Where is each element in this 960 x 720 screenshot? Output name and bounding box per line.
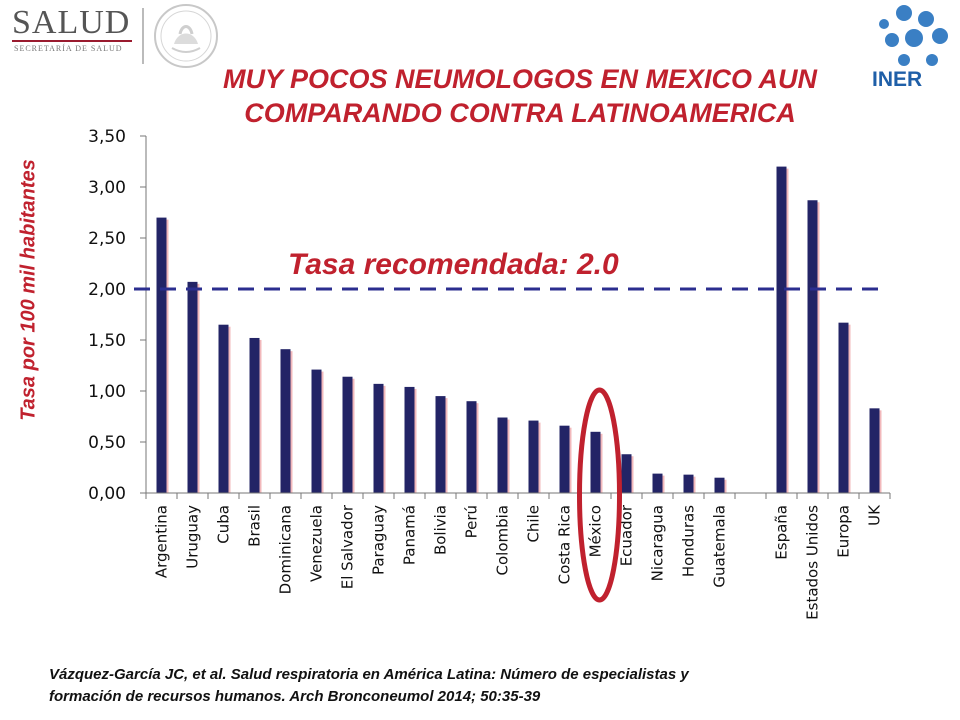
- x-tick-label: UK: [866, 504, 884, 526]
- bar: [404, 386, 415, 493]
- chart-title: MUY POCOS NEUMOLOGOS EN MEXICO AUN COMPA…: [140, 62, 900, 130]
- bar: [187, 281, 198, 493]
- bars: [156, 166, 882, 493]
- y-tick-label: 2,00: [88, 280, 126, 300]
- x-tick-label: Honduras: [680, 505, 698, 577]
- bar: [776, 166, 787, 493]
- bar: [528, 420, 539, 493]
- y-tick-label: 3,00: [88, 178, 126, 198]
- y-tick-label: 2,50: [88, 229, 126, 249]
- bar: [311, 369, 322, 493]
- bar: [683, 474, 694, 493]
- bar: [280, 349, 291, 493]
- header-divider: [142, 8, 144, 64]
- bar: [559, 425, 570, 493]
- bar: [435, 396, 446, 493]
- citation-line-1: Vázquez-García JC, et al. Salud respirat…: [49, 666, 689, 683]
- bar: [373, 383, 384, 493]
- y-tick-label: 1,50: [88, 331, 126, 351]
- bar: [466, 401, 477, 493]
- salud-logo-text: SALUD: [12, 4, 131, 41]
- citation-line-2: formación de recursos humanos. Arch Bron…: [49, 688, 541, 705]
- reference-line-label: Tasa recomendada: 2.0: [288, 248, 619, 281]
- x-tick-label: Paraguay: [370, 505, 388, 575]
- bar: [218, 324, 229, 493]
- x-tick-label: Chile: [525, 505, 543, 543]
- salud-logo: SALUD SECRETARÍA DE SALUD: [0, 0, 140, 60]
- highlight-group: [577, 387, 622, 603]
- x-tick-label: El Salvador: [339, 504, 357, 589]
- y-tick-label: 1,00: [88, 382, 126, 402]
- x-tick-label: Costa Rica: [556, 505, 574, 584]
- x-tick-label: Nicaragua: [649, 505, 667, 581]
- bar: [838, 322, 849, 493]
- bar: [249, 337, 260, 493]
- iner-logo: INER: [872, 5, 948, 90]
- y-axis-label: Tasa por 100 mil habitantes: [17, 159, 40, 421]
- chart-title-line-2: COMPARANDO CONTRA LATINOAMERICA: [244, 98, 796, 128]
- bar: [652, 473, 663, 493]
- x-tick-label: Argentina: [153, 505, 171, 578]
- x-tick-label: Bolivia: [432, 505, 450, 555]
- iner-logo-text: INER: [872, 68, 922, 90]
- bar: [590, 431, 601, 493]
- salud-logo-rule: [12, 40, 132, 42]
- axes: [145, 136, 890, 494]
- highlight-ellipse: [577, 387, 622, 603]
- x-tick-label: Ecuador: [618, 504, 636, 566]
- x-tick-label: Europa: [835, 505, 853, 558]
- x-tick-label: Guatemala: [711, 505, 729, 588]
- y-tick-label: 0,50: [88, 433, 126, 453]
- bar: [869, 408, 880, 493]
- bar: [621, 454, 632, 493]
- citation: Vázquez-García JC, et al. Salud respirat…: [49, 664, 929, 708]
- x-tick-label: Perú: [463, 505, 481, 538]
- x-tick-label: Estados Unidos: [804, 505, 822, 620]
- salud-logo-subtitle: SECRETARÍA DE SALUD: [14, 44, 123, 53]
- y-tick-label: 0,00: [88, 484, 126, 504]
- bar: [807, 200, 818, 493]
- bar: [497, 417, 508, 493]
- y-axis-ticks: 0,00 0,50 1,00 1,50 2,00 2,50 3,00 3,50: [88, 127, 146, 504]
- mexico-seal-logo: [154, 4, 218, 68]
- x-tick-label: México: [587, 505, 605, 557]
- y-tick-label: 3,50: [88, 127, 126, 147]
- bar: [714, 477, 725, 493]
- chart-title-line-1: MUY POCOS NEUMOLOGOS EN MEXICO AUN: [222, 64, 818, 94]
- bar: [342, 376, 353, 493]
- x-tick-label: Venezuela: [308, 505, 326, 582]
- x-tick-label: Panamá: [401, 505, 419, 565]
- x-tick-label: Uruguay: [184, 505, 202, 569]
- x-tick-label: Dominicana: [277, 505, 295, 594]
- x-tick-label: Brasil: [246, 505, 264, 547]
- x-tick-label: Colombia: [494, 505, 512, 576]
- bar: [156, 217, 167, 493]
- x-tick-label: España: [773, 505, 791, 560]
- x-tick-label: Cuba: [215, 505, 233, 544]
- x-axis-labels: Argentina Uruguay Cuba Brasil Dominicana Vene…: [145, 493, 891, 620]
